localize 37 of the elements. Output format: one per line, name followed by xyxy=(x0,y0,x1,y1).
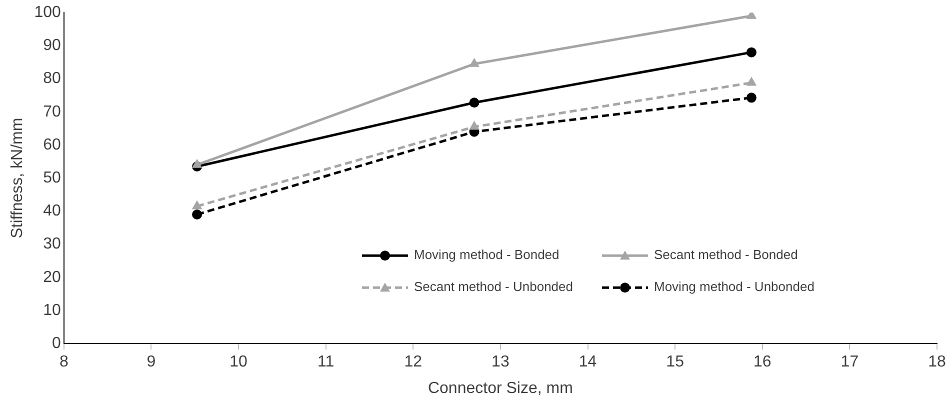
x-tick-label: 8 xyxy=(59,354,68,371)
x-tick-label: 9 xyxy=(146,354,156,371)
legend-label: Moving method - Unbonded xyxy=(654,279,814,294)
y-tick-label: 30 xyxy=(43,236,61,253)
point xyxy=(192,200,202,210)
legend-label: Secant method - Bonded xyxy=(654,247,798,262)
x-tick-label: 17 xyxy=(840,354,859,371)
x-tick-label: 10 xyxy=(230,354,248,371)
point xyxy=(469,98,480,108)
point xyxy=(469,58,480,67)
y-axis-title: Stiffness, kN/mm xyxy=(9,118,26,238)
y-tick-label: 70 xyxy=(43,103,61,120)
y-tick-label: 50 xyxy=(43,170,61,187)
point xyxy=(469,120,480,130)
y-tick-label: 100 xyxy=(34,4,61,22)
point xyxy=(192,210,202,220)
x-tick-label: 13 xyxy=(492,354,510,371)
x-tick-label: 18 xyxy=(928,354,946,371)
point xyxy=(746,76,757,86)
y-tick-label: 0 xyxy=(52,335,61,352)
point xyxy=(746,47,756,58)
x-tick-label: 16 xyxy=(753,354,772,371)
point xyxy=(746,92,756,103)
legend-label: Secant method - Unbonded xyxy=(414,279,573,294)
x-tick-label: 12 xyxy=(404,354,422,371)
point xyxy=(192,158,202,168)
y-tick-label: 20 xyxy=(43,268,61,286)
y-tick-label: 10 xyxy=(43,302,61,319)
y-tick-label: 40 xyxy=(43,202,61,220)
x-tick-label: 14 xyxy=(578,354,597,371)
y-tick-label: 60 xyxy=(43,136,61,154)
x-tick-label: 15 xyxy=(666,354,684,371)
y-tick-label: 80 xyxy=(43,70,61,88)
y-tick-label: 90 xyxy=(43,37,61,54)
legend-label: Moving method - Bonded xyxy=(414,247,560,262)
x-tick-label: 11 xyxy=(318,354,334,371)
x-axis-title: Connector Size, mm xyxy=(428,380,573,397)
